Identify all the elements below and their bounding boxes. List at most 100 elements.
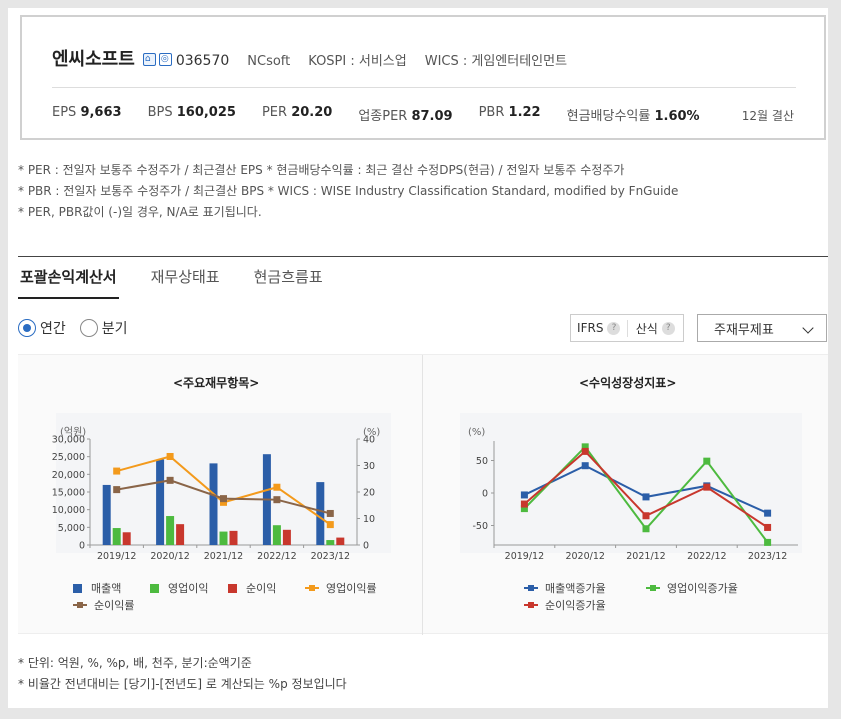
y-right-tick-label: 0	[363, 541, 369, 552]
growth-rate-chart: (%) 50 0 -50 2019/12 2020/12 2021/12 2022/12 202…	[468, 427, 798, 562]
legend-line-icon	[305, 585, 319, 591]
x-tick-label: 2022/12	[687, 551, 726, 562]
x-tick-label: 2023/12	[311, 551, 350, 562]
note-line: * PER, PBR값이 (-)일 경우, N/A로 표기됩니다.	[18, 205, 262, 219]
bar-영업이익	[219, 531, 228, 545]
note-line: * PER : 전일자 보통주 수정주가 / 최근결산 EPS * 현금배당수익…	[18, 163, 625, 177]
note-line: * PBR : 전일자 보통주 수정주가 / 최근결산 BPS * WICS :…	[18, 184, 679, 198]
chart2-title: <수익성장성지표>	[579, 376, 677, 390]
point-영업이익률	[326, 521, 334, 529]
charts-separator	[422, 355, 423, 635]
ifrs-formula-group: IFRS ? 산식 ?	[570, 314, 684, 342]
legend-item[interactable]: 영업이익증가율	[646, 580, 738, 596]
y-left-tick-label: 5,000	[58, 523, 85, 534]
x-tick-label: 2019/12	[505, 551, 544, 562]
point-매출액증가율	[764, 509, 772, 517]
y-left-tick-label: 20,000	[52, 470, 85, 481]
radio-annual[interactable]: 연간	[18, 318, 66, 338]
chart1-title: <주요재무항목>	[173, 376, 260, 390]
radio-unchecked-icon	[79, 319, 98, 337]
metric-industry-per: 업종PER 87.09	[358, 109, 453, 124]
point-매출액증가율	[581, 462, 589, 470]
point-순이익증가율	[581, 447, 589, 455]
y-right-tick-label: 20	[363, 488, 375, 499]
point-영업이익증가율	[764, 538, 772, 546]
y-right-tick-label: 10	[363, 514, 375, 525]
legend-swatch-icon	[228, 583, 237, 593]
legend-label: 영업이익률	[326, 582, 377, 595]
legend-item[interactable]: 순이익률	[73, 597, 134, 613]
metric-pbr: PBR 1.22	[478, 105, 541, 120]
y-tick-label: -50	[472, 521, 488, 532]
point-영업이익률	[220, 498, 227, 506]
point-영업이익률	[273, 483, 281, 491]
chart2-plot-bg	[460, 413, 802, 553]
radio-checked-icon	[18, 319, 36, 337]
legend-item[interactable]: 매출액증가율	[524, 580, 606, 596]
bar-순이익	[229, 530, 238, 545]
company-english-name: NCsoft	[247, 54, 291, 69]
point-순이익증가율	[764, 523, 772, 531]
key-metrics: EPS 9,663 BPS 160,025 PER 20.20 업종PER 87…	[52, 105, 726, 124]
x-tick-label: 2020/12	[565, 551, 604, 562]
point-영업이익증가율	[520, 505, 528, 513]
tab-cash-flow[interactable]: 현금흐름표	[253, 268, 323, 286]
ifrs-help-button[interactable]: IFRS ?	[571, 321, 627, 335]
tab-balance-sheet[interactable]: 재무상태표	[150, 268, 220, 286]
card-divider	[52, 87, 796, 88]
point-순이익증가율	[642, 512, 650, 520]
fiscal-month: 12월 결산	[741, 109, 794, 123]
definition-notes: * PER : 전일자 보통주 수정주가 / 최근결산 EPS * 현금배당수익…	[18, 160, 678, 223]
point-매출액증가율	[520, 491, 528, 499]
tab-income-statement[interactable]: 포괄손익계산서	[18, 266, 119, 299]
y-left-unit: (억원)	[60, 426, 86, 438]
point-영업이익증가율	[642, 525, 650, 533]
footnote-line: * 단위: 억원, %, %p, 배, 천주, 분기:순액기준	[18, 656, 252, 670]
legend-label: 순이익	[246, 582, 277, 595]
company-header-card: 엔씨소프트 ⌂ ◎ 036570 NCsoft KOSPI : 서비스업 WIC…	[20, 15, 826, 140]
formula-help-button[interactable]: 산식 ?	[626, 319, 684, 337]
company-name: 엔씨소프트	[52, 49, 135, 70]
chart1-plot-bg	[56, 413, 391, 553]
legend-item[interactable]: 영업이익률	[305, 580, 377, 596]
statement-type-select[interactable]: 주재무제표	[697, 314, 827, 342]
y-left-tick-label: 0	[79, 541, 85, 552]
legend-item[interactable]: 매출액	[73, 580, 121, 596]
point-순이익률	[326, 509, 334, 517]
legend-label: 매출액	[91, 582, 122, 595]
bar-매출액	[209, 463, 218, 545]
legend-item[interactable]: 순이익	[228, 580, 276, 596]
metric-eps: EPS 9,663	[52, 105, 122, 120]
legend-swatch-icon	[150, 583, 159, 593]
legend-label: 영업이익증가율	[667, 582, 738, 595]
legend-label: 영업이익	[168, 582, 209, 595]
legend-item[interactable]: 순이익증가율	[524, 597, 606, 613]
x-tick-label: 2020/12	[150, 551, 189, 562]
bar-영업이익	[166, 516, 175, 545]
y-tick-label: 0	[482, 489, 488, 500]
bar-순이익	[176, 524, 185, 545]
point-영업이익률	[166, 452, 174, 460]
home-icon[interactable]: ⌂	[142, 53, 156, 66]
radio-quarter[interactable]: 분기	[79, 318, 128, 338]
y-right-unit: (%)	[363, 427, 380, 438]
metric-dividend-yield: 현금배당수익률 1.60%	[566, 109, 700, 124]
bar-순이익	[122, 532, 131, 545]
y-left-tick-label: 25,000	[52, 452, 85, 463]
legend-line-icon	[646, 585, 660, 591]
legend-item[interactable]: 영업이익	[150, 580, 208, 596]
period-selector: 연간 분기	[18, 318, 142, 338]
point-매출액증가율	[642, 493, 650, 501]
point-순이익률	[220, 495, 227, 503]
bar-영업이익	[272, 525, 281, 545]
y-right-tick-label: 30	[363, 461, 375, 472]
ir-icon[interactable]: ◎	[158, 53, 172, 66]
y-left-tick-label: 10,000	[52, 505, 85, 516]
bar-순이익	[336, 537, 345, 545]
y-right-tick-label: 40	[363, 435, 375, 446]
metric-per: PER 20.20	[261, 105, 333, 120]
company-title-row: 엔씨소프트 ⌂ ◎ 036570 NCsoft KOSPI : 서비스업 WIC…	[52, 45, 567, 71]
bar-매출액	[156, 459, 165, 545]
legend-label: 순이익증가율	[545, 599, 606, 612]
